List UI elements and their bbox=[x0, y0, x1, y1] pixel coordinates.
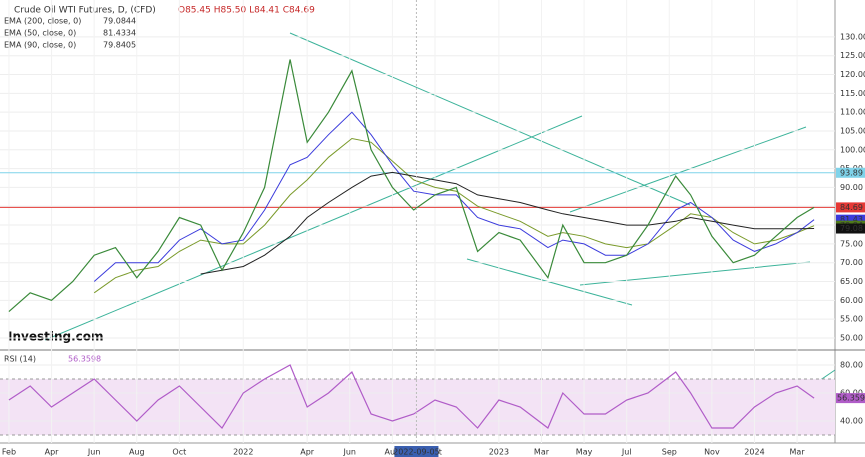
rsi-value: 56.3598 bbox=[68, 355, 101, 364]
legend-value: 81.4334 bbox=[103, 29, 136, 38]
y-tick-label: 75.00 bbox=[840, 239, 863, 248]
x-tick-label: Nov bbox=[704, 448, 720, 457]
trend-line bbox=[44, 115, 583, 341]
x-tick-label: 2022 bbox=[233, 448, 253, 457]
rsi-title: RSI (14) bbox=[4, 355, 36, 364]
series-line bbox=[8, 364, 815, 429]
legend-entry: EMA (200, close, 0) bbox=[4, 17, 81, 26]
legend-value: 79.8405 bbox=[103, 41, 136, 50]
y-tick-label: 125.00 bbox=[840, 51, 865, 60]
y-tick-label: 60.00 bbox=[840, 296, 863, 305]
series-line bbox=[93, 137, 815, 294]
price-marker bbox=[836, 214, 865, 225]
x-tick-label: Mar bbox=[534, 448, 550, 457]
y-tick-label: 70.00 bbox=[840, 258, 863, 267]
x-tick-label: Feb bbox=[2, 448, 16, 457]
price-marker-label: 84.69 bbox=[840, 203, 863, 212]
x-tick-label: 2024 bbox=[744, 448, 764, 457]
price-marker-label: 93.89 bbox=[840, 168, 863, 177]
y-tick-label: 60.00 bbox=[840, 389, 863, 398]
x-tick-label: Jul bbox=[621, 448, 632, 457]
series-line bbox=[8, 59, 815, 313]
x-tick-label: 2023 bbox=[489, 448, 509, 457]
y-tick-label: 65.00 bbox=[840, 277, 863, 286]
y-tick-label: 50.00 bbox=[840, 333, 863, 342]
trend-line bbox=[289, 32, 691, 206]
x-tick-label: Jun bbox=[87, 448, 101, 457]
trend-line bbox=[569, 126, 807, 213]
legend-value: 79.0844 bbox=[103, 17, 136, 26]
x-tick-label: Sep bbox=[662, 448, 677, 457]
chart-title: Crude Oil WTI Futures, D, (CFD) bbox=[14, 6, 156, 16]
y-tick-label: 120.00 bbox=[840, 70, 865, 79]
y-tick-label: 40.00 bbox=[840, 417, 863, 426]
price-marker bbox=[836, 202, 865, 213]
y-tick-label: 90.00 bbox=[840, 183, 863, 192]
x-tick-label: Apr bbox=[45, 448, 60, 457]
cursor-label: 2022-09-05 bbox=[393, 448, 440, 457]
price-marker bbox=[836, 167, 865, 178]
rsi-marker-label: 56.3598 bbox=[837, 394, 865, 403]
series-line bbox=[200, 171, 815, 275]
x-tick-label: Apr bbox=[300, 448, 315, 457]
y-tick-label: 55.00 bbox=[840, 315, 863, 324]
legend-entry: EMA (90, close, 0) bbox=[4, 41, 76, 50]
rsi-marker bbox=[836, 393, 865, 404]
x-tick-label: Jun bbox=[343, 448, 357, 457]
y-tick-label: 130.00 bbox=[840, 32, 865, 41]
x-tick-label: Mar bbox=[790, 448, 806, 457]
rsi-band bbox=[0, 379, 835, 436]
cursor-box bbox=[394, 446, 439, 457]
y-tick-label: 110.00 bbox=[840, 108, 865, 117]
price-marker-label: 81.43 bbox=[840, 215, 863, 224]
logo: Investing.com bbox=[8, 330, 104, 344]
y-tick-label: 105.00 bbox=[840, 126, 865, 135]
price-marker bbox=[836, 223, 865, 234]
legend-entry: EMA (50, close, 0) bbox=[4, 29, 76, 38]
y-tick-label: 115.00 bbox=[840, 89, 865, 98]
x-tick-label: Aug bbox=[385, 448, 401, 457]
price-marker-label: 79.08 bbox=[840, 224, 863, 233]
x-tick-label: Oct bbox=[172, 448, 186, 457]
y-tick-label: 80.00 bbox=[840, 361, 863, 370]
y-tick-label: 100.00 bbox=[840, 145, 865, 154]
x-tick-label: May bbox=[576, 448, 593, 457]
x-tick-label: Aug bbox=[129, 448, 145, 457]
ohlc: O85.45 H85.50 L84.41 C84.69 bbox=[178, 6, 315, 16]
